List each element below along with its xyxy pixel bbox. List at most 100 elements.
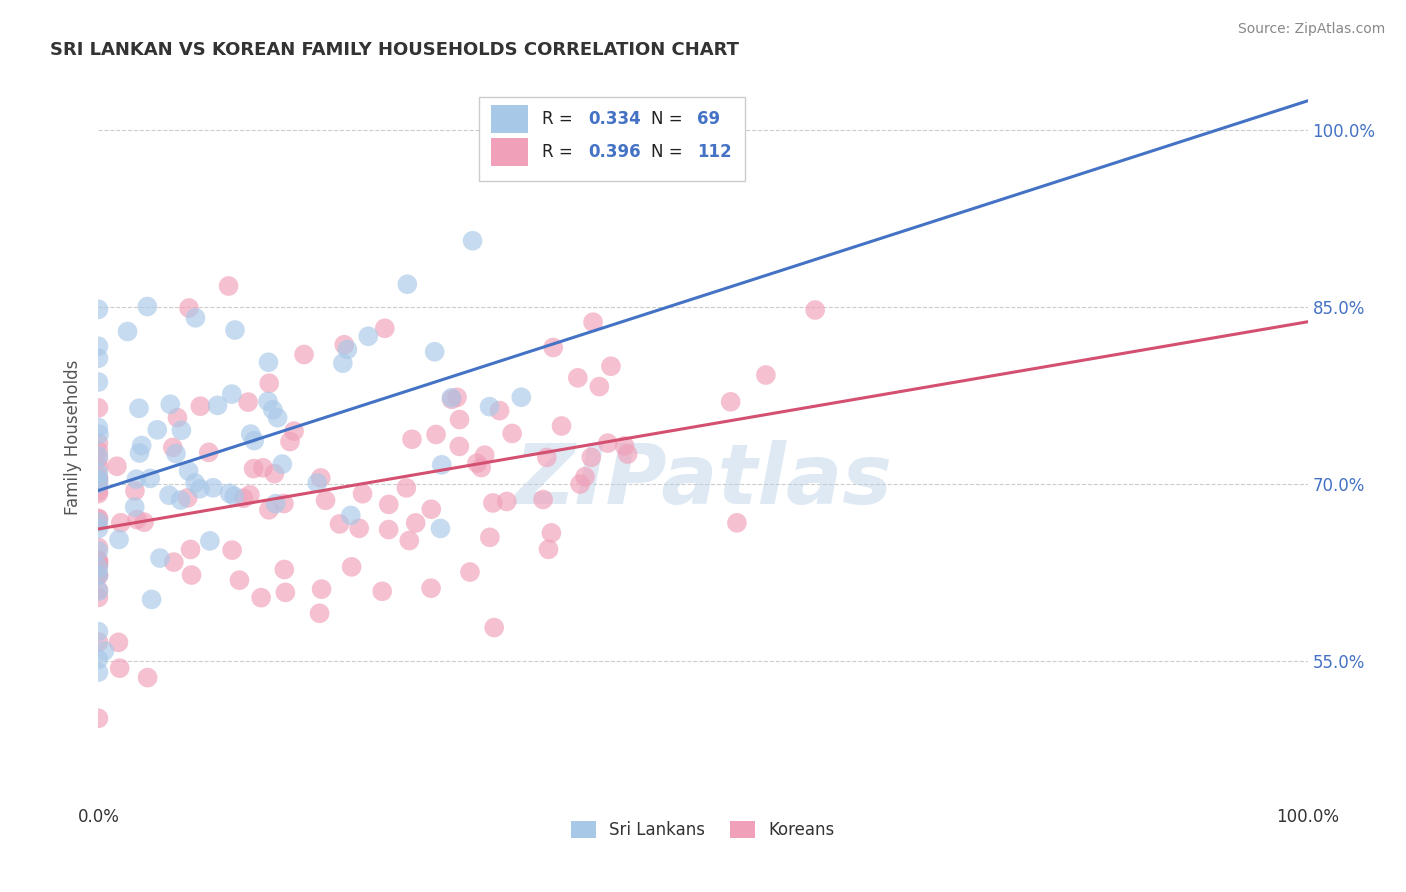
Point — [239, 488, 262, 502]
Point — [274, 585, 297, 599]
Point — [87, 561, 110, 575]
Point — [273, 562, 295, 576]
Point — [252, 460, 274, 475]
Point — [278, 434, 301, 449]
Point — [87, 302, 110, 317]
Point — [87, 470, 110, 484]
Point — [315, 493, 337, 508]
Text: N =: N = — [651, 110, 688, 128]
Point — [378, 498, 401, 512]
Point — [420, 581, 443, 595]
Point — [550, 419, 572, 434]
Point — [228, 573, 250, 587]
Point — [87, 584, 110, 599]
Point — [141, 592, 163, 607]
Point — [87, 567, 110, 582]
Point — [352, 486, 374, 500]
Point — [429, 521, 451, 535]
Point — [87, 475, 110, 489]
Point — [405, 516, 427, 530]
Text: R =: R = — [543, 143, 578, 161]
Bar — [492, 105, 527, 133]
Point — [283, 424, 305, 438]
Point — [420, 502, 443, 516]
Point — [257, 376, 280, 391]
Point — [470, 460, 492, 475]
Point — [396, 277, 419, 292]
Point — [198, 533, 221, 548]
Point — [243, 434, 266, 448]
Point — [87, 401, 110, 415]
Point — [128, 401, 150, 416]
Text: N =: N = — [651, 143, 688, 161]
Point — [242, 461, 264, 475]
Point — [307, 475, 329, 490]
Point — [501, 426, 523, 441]
Point — [157, 488, 180, 502]
Point — [340, 559, 363, 574]
Point — [236, 395, 259, 409]
Point — [311, 582, 333, 596]
Point — [458, 565, 481, 579]
Point — [207, 398, 229, 412]
FancyBboxPatch shape — [479, 97, 745, 181]
Point — [541, 341, 564, 355]
Point — [478, 530, 501, 544]
Point — [188, 482, 211, 496]
Point — [184, 475, 207, 490]
Point — [328, 516, 350, 531]
Point — [87, 591, 110, 605]
Point — [263, 467, 285, 481]
Point — [87, 558, 110, 572]
Point — [336, 343, 359, 357]
Point — [105, 459, 128, 474]
Point — [569, 477, 592, 491]
Point — [395, 481, 418, 495]
Point — [374, 321, 396, 335]
Point — [139, 471, 162, 485]
Point — [163, 555, 186, 569]
Point — [271, 457, 294, 471]
Point — [108, 661, 131, 675]
Point — [132, 515, 155, 529]
Point — [221, 543, 243, 558]
Point — [264, 497, 287, 511]
Point — [531, 492, 554, 507]
Point — [87, 472, 110, 486]
Point — [166, 410, 188, 425]
Point — [202, 481, 225, 495]
Point — [536, 450, 558, 465]
Point — [257, 355, 280, 369]
Point — [87, 486, 110, 500]
Point — [170, 423, 193, 437]
Point — [804, 303, 827, 318]
Text: R =: R = — [543, 110, 578, 128]
Legend: Sri Lankans, Koreans: Sri Lankans, Koreans — [564, 814, 842, 846]
Point — [87, 544, 110, 558]
Point — [87, 451, 110, 466]
Point — [177, 464, 200, 478]
Point — [446, 390, 468, 404]
Point — [292, 347, 315, 361]
Point — [125, 472, 148, 486]
Y-axis label: Family Households: Family Households — [65, 359, 83, 515]
Point — [333, 337, 356, 351]
Point — [87, 557, 110, 571]
Point — [224, 489, 246, 503]
Point — [87, 473, 110, 487]
Text: 69: 69 — [697, 110, 720, 128]
Point — [87, 351, 110, 366]
Point — [87, 444, 110, 458]
Point — [478, 400, 501, 414]
Point — [266, 410, 288, 425]
Point — [482, 496, 505, 510]
Point — [461, 234, 484, 248]
Point — [165, 447, 187, 461]
Text: Source: ZipAtlas.com: Source: ZipAtlas.com — [1237, 22, 1385, 37]
Point — [257, 503, 280, 517]
Point — [401, 432, 423, 446]
Point — [309, 471, 332, 485]
Point — [257, 394, 280, 409]
Point — [87, 511, 110, 525]
Point — [149, 551, 172, 566]
